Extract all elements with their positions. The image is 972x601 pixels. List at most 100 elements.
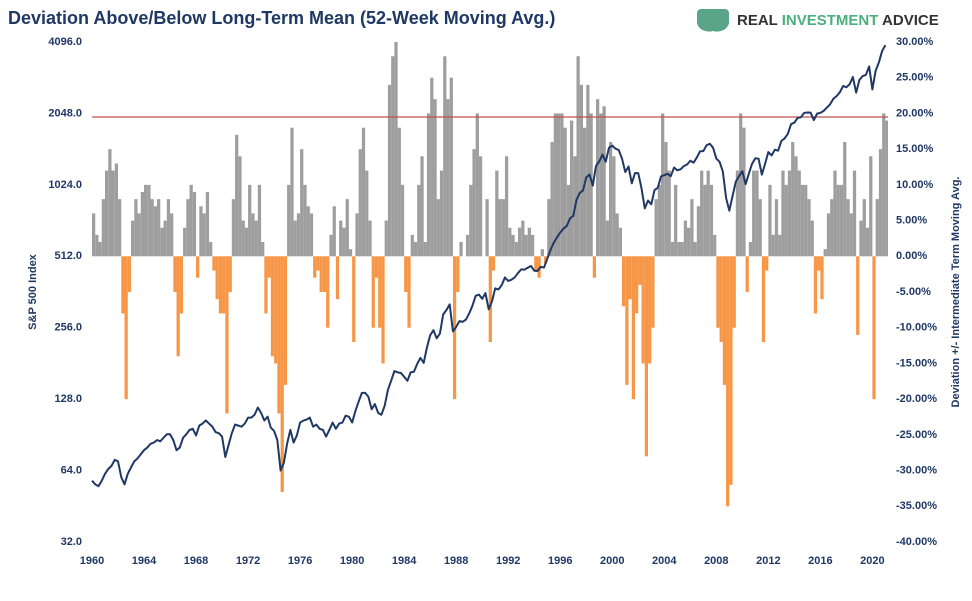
bar bbox=[615, 213, 619, 257]
bar bbox=[407, 256, 411, 328]
y-tick-label: 128.0 bbox=[54, 393, 82, 405]
x-tick-label: 1980 bbox=[340, 555, 364, 567]
bar bbox=[524, 234, 528, 257]
bar bbox=[530, 234, 535, 257]
bar bbox=[352, 256, 356, 342]
bar bbox=[410, 234, 414, 257]
bar bbox=[238, 156, 242, 257]
x-tick-label: 1972 bbox=[236, 555, 260, 567]
bar bbox=[839, 184, 844, 257]
bar bbox=[865, 227, 870, 257]
bar bbox=[404, 256, 408, 292]
x-tick-label: 2012 bbox=[756, 555, 780, 567]
bar bbox=[417, 184, 421, 257]
y2-tick-label: -5.00% bbox=[896, 286, 931, 298]
brand-part: INVESTMENT bbox=[782, 12, 879, 29]
bar bbox=[670, 242, 675, 257]
bar bbox=[872, 256, 876, 400]
bar bbox=[719, 256, 723, 342]
bar bbox=[283, 256, 288, 385]
bar bbox=[556, 113, 561, 257]
y-axis-label: S&P 500 Index bbox=[27, 253, 39, 329]
bar bbox=[290, 127, 294, 257]
bar bbox=[569, 120, 574, 257]
x-tick-label: 1988 bbox=[444, 555, 468, 567]
bar bbox=[729, 256, 733, 485]
chart-title: Deviation Above/Below Long-Term Mean (52… bbox=[8, 8, 555, 28]
bar bbox=[807, 199, 811, 257]
bar bbox=[657, 184, 662, 257]
bar bbox=[540, 249, 544, 257]
bar bbox=[254, 220, 258, 257]
bar bbox=[732, 256, 736, 328]
bar bbox=[882, 113, 886, 257]
bar bbox=[157, 199, 161, 257]
bar bbox=[147, 184, 151, 257]
bar bbox=[813, 256, 818, 314]
bar bbox=[716, 256, 720, 328]
bar bbox=[875, 199, 879, 257]
bar bbox=[852, 170, 857, 257]
bar bbox=[846, 199, 850, 257]
bar bbox=[765, 256, 769, 271]
bar bbox=[400, 184, 405, 257]
bar bbox=[465, 234, 470, 257]
bar bbox=[95, 234, 99, 257]
bar bbox=[394, 42, 398, 257]
bar bbox=[423, 242, 427, 257]
bar bbox=[443, 56, 447, 257]
bar bbox=[488, 256, 492, 342]
bar bbox=[752, 170, 756, 257]
brand-part: ADVICE bbox=[882, 12, 939, 29]
bar bbox=[661, 113, 665, 257]
bar bbox=[378, 256, 382, 328]
bar bbox=[677, 242, 681, 257]
bar bbox=[329, 234, 333, 257]
bar bbox=[326, 256, 330, 328]
bar bbox=[202, 213, 206, 257]
bar bbox=[768, 184, 772, 257]
bar bbox=[332, 206, 336, 257]
bar bbox=[472, 149, 476, 257]
bar bbox=[579, 84, 583, 257]
bar bbox=[192, 192, 197, 257]
y-tick-label: 512.0 bbox=[54, 250, 82, 262]
bar bbox=[280, 256, 284, 492]
bar bbox=[222, 256, 226, 314]
bar bbox=[199, 206, 203, 257]
bar bbox=[862, 199, 866, 257]
bar bbox=[791, 142, 795, 257]
bar bbox=[654, 199, 658, 257]
bar bbox=[830, 199, 834, 257]
bar bbox=[319, 256, 323, 292]
bar bbox=[625, 256, 629, 385]
bar bbox=[547, 199, 551, 257]
bar bbox=[553, 113, 557, 257]
bar bbox=[687, 227, 691, 257]
bar bbox=[589, 113, 593, 257]
x-tick-label: 2020 bbox=[860, 555, 884, 567]
bar bbox=[781, 170, 785, 257]
bar bbox=[674, 184, 678, 257]
bar bbox=[426, 113, 431, 257]
bar bbox=[381, 256, 385, 364]
bar bbox=[680, 242, 684, 257]
bar bbox=[166, 199, 171, 257]
bar bbox=[108, 149, 112, 257]
bar bbox=[348, 249, 353, 257]
bar bbox=[277, 256, 281, 414]
bar bbox=[144, 184, 148, 257]
bar bbox=[261, 242, 265, 257]
bar bbox=[709, 184, 714, 257]
bar bbox=[189, 184, 193, 257]
bar bbox=[550, 142, 554, 257]
bar bbox=[878, 149, 883, 257]
bar bbox=[361, 127, 366, 257]
bar bbox=[537, 256, 541, 278]
y2-axis-label: Deviation +/- Intermediate Term Moving A… bbox=[950, 177, 962, 408]
bar bbox=[703, 184, 707, 257]
bar bbox=[599, 113, 603, 257]
bar bbox=[267, 256, 271, 278]
bar bbox=[885, 120, 888, 257]
